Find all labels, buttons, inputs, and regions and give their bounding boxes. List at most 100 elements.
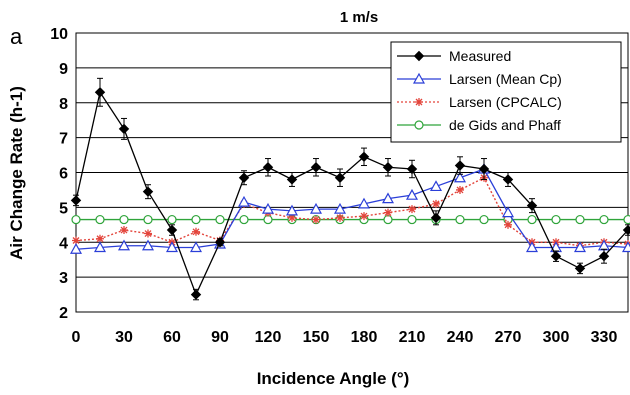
y-tick-label: 2 [59, 305, 68, 322]
data-point [575, 214, 585, 225]
x-tick-label: 270 [495, 329, 522, 346]
data-point [237, 195, 251, 207]
data-point [285, 204, 299, 216]
legend: Measured Larsen (Mean Cp) Larsen (CPCALC) d… [390, 41, 622, 143]
data-point [143, 214, 153, 225]
data-point [312, 215, 320, 224]
series-line [75, 90, 629, 297]
data-point [166, 224, 178, 236]
data-point [525, 241, 539, 253]
data-point [406, 163, 418, 175]
data-point [502, 174, 514, 185]
data-point [574, 263, 586, 274]
data-point [263, 214, 273, 225]
data-point [189, 241, 203, 253]
data-point [550, 250, 562, 262]
data-point [190, 289, 202, 300]
legend-marker [414, 120, 424, 130]
data-point [119, 214, 129, 225]
data-point [622, 224, 630, 236]
data-point [239, 214, 249, 225]
data-point [70, 195, 82, 206]
data-point [599, 214, 609, 225]
legend-entry: Measured [449, 48, 511, 64]
data-point [96, 234, 104, 243]
legend-marker [415, 98, 423, 106]
data-point [262, 162, 274, 173]
series-measured [70, 77, 630, 301]
data-point [408, 205, 416, 214]
x-tick-label: 240 [447, 329, 474, 346]
data-point [72, 236, 80, 245]
chart-title: 1 m/s [340, 9, 378, 26]
data-point [456, 185, 464, 194]
data-point [454, 160, 466, 171]
data-point [142, 186, 154, 197]
data-point [333, 202, 347, 214]
data-point [286, 174, 298, 185]
data-point [71, 214, 81, 225]
data-point [118, 123, 130, 135]
data-point [384, 208, 392, 217]
data-point [621, 241, 630, 253]
data-point [141, 239, 155, 251]
series-larsen-cpcalc [72, 173, 630, 250]
data-point [383, 214, 393, 225]
data-point [357, 197, 371, 209]
x-tick-label: 300 [543, 329, 570, 346]
y-tick-label: 3 [59, 270, 68, 287]
panel-label: a [10, 24, 23, 49]
x-tick-label: 30 [115, 329, 133, 346]
data-point [526, 200, 538, 211]
y-tick-label: 7 [59, 131, 68, 148]
plot-area [75, 32, 629, 313]
data-point [165, 241, 179, 253]
x-axis-label: Incidence Angle (°) [257, 369, 410, 388]
legend-entry: de Gids and Phaff [449, 117, 561, 133]
data-point [504, 220, 512, 229]
data-point [479, 214, 489, 225]
data-point [407, 214, 417, 225]
data-point [309, 202, 323, 214]
x-axis: 0 30 60 90 120 150 180 210 240 270 300 330 [72, 329, 618, 346]
x-tick-label: 60 [163, 329, 181, 346]
data-point [455, 214, 465, 225]
y-tick-label: 10 [50, 26, 68, 43]
data-point [95, 214, 105, 225]
data-point [93, 241, 107, 253]
y-axis: 2 3 4 5 6 7 8 9 10 [50, 26, 68, 322]
y-tick-label: 6 [59, 166, 68, 183]
y-tick-label: 4 [59, 235, 68, 252]
series-line [75, 176, 629, 247]
legend-entry: Larsen (Mean Cp) [449, 71, 562, 87]
data-point [432, 199, 440, 208]
legend-marker [412, 72, 426, 84]
data-point [215, 214, 225, 225]
data-point [334, 172, 346, 183]
y-axis-label: Air Change Rate (h-1) [7, 86, 26, 260]
data-point [288, 213, 296, 222]
data-point [405, 188, 419, 200]
data-point [144, 229, 152, 238]
x-tick-label: 150 [303, 329, 330, 346]
series-layer [69, 77, 630, 301]
y-tick-label: 5 [59, 200, 68, 217]
x-tick-label: 210 [399, 329, 426, 346]
data-point [573, 241, 587, 253]
data-point [382, 162, 394, 173]
legend-entry: Larsen (CPCALC) [449, 94, 562, 110]
x-tick-label: 90 [211, 329, 229, 346]
legend-marker [413, 50, 425, 62]
data-point [191, 214, 201, 225]
data-point [192, 227, 200, 236]
data-point [238, 172, 250, 183]
data-point [429, 180, 443, 192]
series-larsen-mean-cp [69, 162, 630, 254]
data-point [360, 212, 368, 221]
series-line [75, 168, 629, 250]
data-point [358, 151, 370, 163]
data-point [336, 213, 344, 222]
data-point [214, 237, 226, 248]
data-point [623, 214, 630, 225]
